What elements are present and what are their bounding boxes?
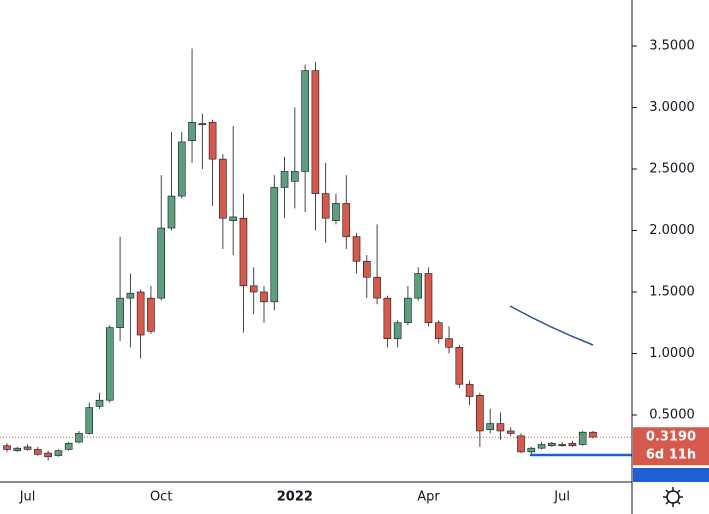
candle-body xyxy=(301,70,309,172)
x-tick-label: Apr xyxy=(417,490,440,505)
candle-body xyxy=(136,291,145,336)
candle-body xyxy=(445,338,453,348)
hidden-price-label xyxy=(633,468,709,482)
candle-body xyxy=(578,431,587,445)
candle-body xyxy=(188,121,196,142)
candle-body xyxy=(568,442,577,447)
y-tick-label: 2.5000 xyxy=(649,161,695,176)
candle-body xyxy=(404,297,412,324)
candle-body xyxy=(434,322,443,340)
candle-body xyxy=(424,273,433,324)
candle-body xyxy=(373,276,381,299)
candle-body xyxy=(414,273,423,299)
candle-body xyxy=(219,158,227,219)
candle-body xyxy=(23,446,32,450)
candle-body xyxy=(167,195,176,229)
candle-body xyxy=(198,123,207,126)
x-tick-label: 2022 xyxy=(277,490,313,505)
candle-body xyxy=(342,203,351,237)
candle-body xyxy=(291,171,299,182)
candle-body xyxy=(558,444,566,447)
candle-body xyxy=(476,394,484,432)
candle-body xyxy=(280,171,289,188)
candle-body xyxy=(147,297,155,332)
candle-body xyxy=(249,285,258,293)
y-tick-label: 1.0000 xyxy=(649,346,695,361)
candle-body xyxy=(64,442,73,450)
candle-body xyxy=(260,291,268,303)
candle-body xyxy=(393,322,402,340)
candle-body xyxy=(455,347,464,385)
candle-body xyxy=(126,292,135,299)
drawing-curve xyxy=(509,305,594,346)
candle-body xyxy=(517,435,525,453)
candle-body xyxy=(13,447,22,451)
candle-body xyxy=(465,383,474,397)
y-tick-label: 3.5000 xyxy=(649,38,695,53)
candle-body xyxy=(85,407,94,434)
x-tick-label: Jul xyxy=(553,490,570,505)
candle-body xyxy=(362,260,371,278)
candle-body xyxy=(177,141,186,197)
candle-body xyxy=(229,216,237,221)
y-tick-label: 0.5000 xyxy=(649,407,695,422)
x-tick-label: Oct xyxy=(150,490,172,505)
candle-body xyxy=(239,217,248,287)
candle-body xyxy=(537,444,546,449)
candle-body xyxy=(321,193,330,219)
candle-body xyxy=(3,445,11,450)
candle-body xyxy=(496,423,505,432)
last-price-label: 0.3190 xyxy=(646,430,696,445)
candle-body xyxy=(332,203,340,221)
settings-icon[interactable] xyxy=(663,487,683,507)
candle-body xyxy=(95,399,104,407)
candle-body xyxy=(311,70,320,194)
countdown-label: 6d 11h xyxy=(646,448,696,463)
candle-body xyxy=(106,327,114,401)
candle-body xyxy=(383,297,392,340)
candle-body xyxy=(548,442,556,447)
x-tick-label: Jul xyxy=(19,490,36,505)
candle-body xyxy=(352,236,361,262)
candle-body xyxy=(44,452,52,458)
candle-body xyxy=(527,447,536,453)
candle-body xyxy=(34,449,42,455)
y-tick-label: 2.0000 xyxy=(649,223,695,238)
candle-body xyxy=(54,450,63,456)
gear-teeth xyxy=(663,487,683,507)
candle-body xyxy=(486,423,494,431)
candle-body xyxy=(506,430,515,434)
last-price-box xyxy=(633,427,709,466)
candle-body xyxy=(270,187,279,303)
y-tick-label: 1.5000 xyxy=(649,284,695,299)
y-tick-label: 3.0000 xyxy=(649,100,695,115)
candle-body xyxy=(116,297,124,328)
candle-body xyxy=(589,431,597,438)
candle-body xyxy=(157,227,165,299)
candle-body xyxy=(208,121,217,160)
